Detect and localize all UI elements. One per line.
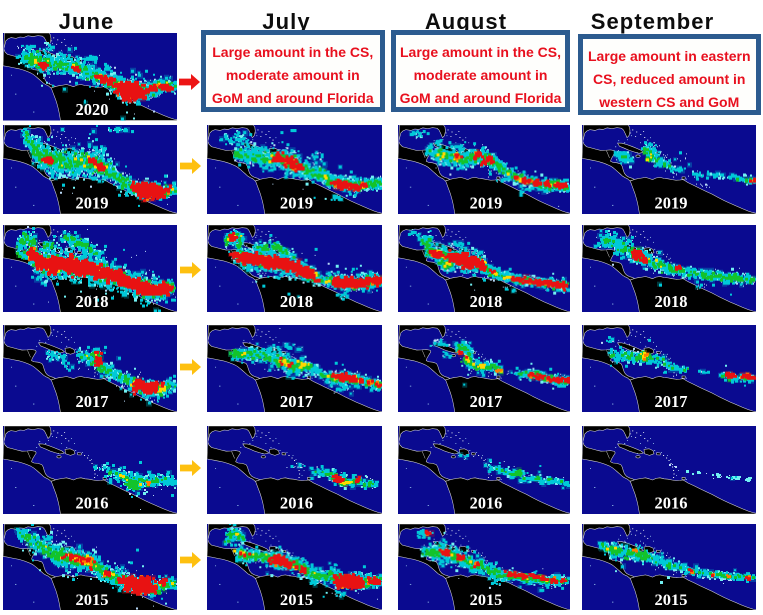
svg-text:2017: 2017 bbox=[655, 392, 688, 411]
svg-text:2019: 2019 bbox=[470, 193, 503, 212]
svg-text:2016: 2016 bbox=[75, 494, 108, 513]
svg-text:2016: 2016 bbox=[655, 494, 688, 513]
svg-text:2016: 2016 bbox=[470, 493, 503, 512]
svg-text:2020: 2020 bbox=[75, 100, 108, 119]
svg-text:2018: 2018 bbox=[280, 292, 313, 311]
svg-text:2018: 2018 bbox=[75, 292, 108, 311]
svg-text:2018: 2018 bbox=[655, 292, 688, 311]
svg-text:2018: 2018 bbox=[470, 291, 503, 310]
svg-text:2015: 2015 bbox=[470, 591, 503, 609]
svg-text:2017: 2017 bbox=[470, 391, 503, 410]
svg-text:2017: 2017 bbox=[280, 392, 313, 411]
svg-text:2019: 2019 bbox=[75, 193, 108, 212]
svg-text:2017: 2017 bbox=[75, 392, 108, 411]
svg-text:2015: 2015 bbox=[655, 590, 688, 609]
svg-text:2015: 2015 bbox=[75, 590, 108, 609]
svg-text:2019: 2019 bbox=[655, 193, 688, 212]
svg-text:2016: 2016 bbox=[280, 494, 313, 513]
svg-text:2019: 2019 bbox=[280, 193, 313, 212]
svg-text:2015: 2015 bbox=[280, 590, 313, 609]
